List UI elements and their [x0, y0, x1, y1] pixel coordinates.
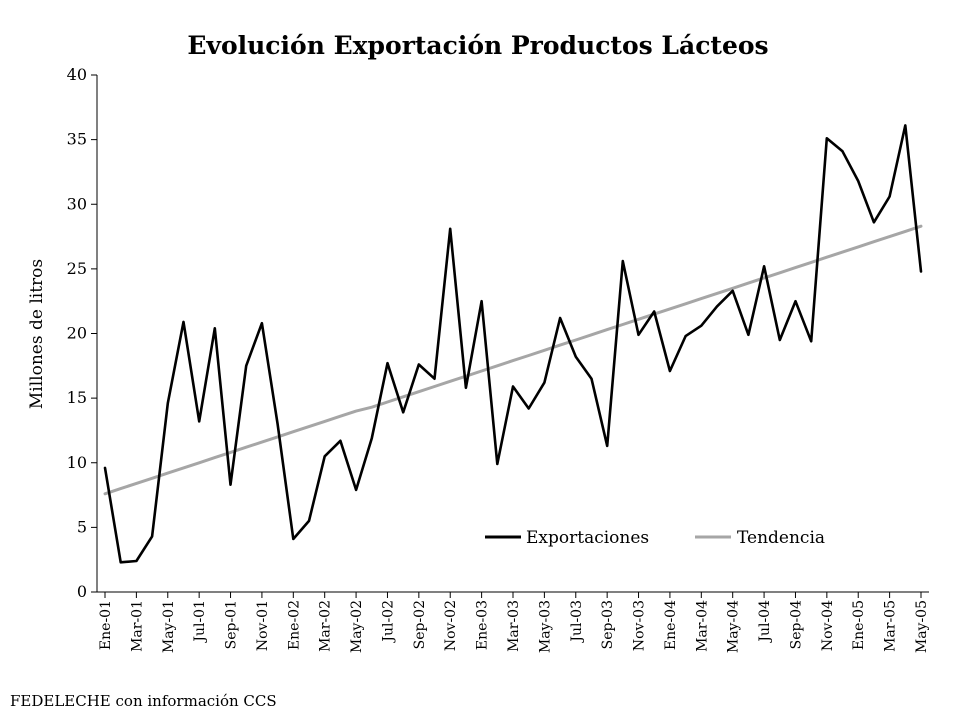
- y-axis-label: Millones de litros: [27, 259, 47, 409]
- x-tick-label: Mar-03: [506, 600, 522, 652]
- x-tick-label: Sep-01: [224, 600, 240, 649]
- x-axis: Ene-01 Mar-01 May-01 Jul-01 Sep-01 Nov-01 Ene-…: [98, 592, 930, 653]
- chart-title: Evolución Exportación Productos Lácteos: [187, 31, 768, 60]
- x-tick-label: Mar-02: [318, 600, 334, 652]
- y-tick-label: 5: [77, 517, 87, 536]
- y-tick-label: 0: [77, 582, 87, 601]
- y-axis: 0 5 10 15 20 25 30 35 40: [67, 65, 97, 601]
- x-tick-label: Jul-02: [380, 600, 396, 644]
- x-tick-label: May-05: [914, 600, 930, 653]
- x-tick-label: Ene-05: [851, 600, 867, 650]
- x-tick-label: Mar-04: [694, 600, 710, 652]
- y-tick-label: 15: [67, 388, 87, 407]
- x-tick-label: Ene-04: [663, 600, 679, 650]
- x-tick-label: Sep-02: [412, 600, 428, 649]
- series-layer: [103, 124, 923, 564]
- y-tick-label: 40: [67, 65, 87, 84]
- x-tick-label: Jul-01: [192, 600, 208, 644]
- x-tick-label: Sep-03: [600, 600, 616, 649]
- y-tick-label: 10: [67, 453, 87, 472]
- y-tick-label: 20: [67, 324, 87, 343]
- y-tick-label: 30: [67, 194, 87, 213]
- x-tick-label: May-04: [726, 600, 742, 653]
- x-tick-label: Mar-05: [883, 600, 899, 652]
- exports-series-line: [103, 124, 923, 564]
- x-tick-label: Jul-04: [757, 600, 773, 644]
- trend-series-line: [103, 224, 923, 496]
- x-tick-label: Mar-01: [129, 600, 145, 652]
- x-tick-label: Nov-03: [632, 600, 648, 651]
- x-tick-label: Nov-01: [255, 600, 271, 651]
- x-tick-label: Nov-02: [443, 600, 459, 651]
- x-tick-label: Sep-04: [788, 600, 804, 649]
- legend: Exportaciones Tendencia: [485, 528, 825, 548]
- x-tick-label: May-02: [349, 600, 365, 653]
- legend-label-exports: Exportaciones: [526, 528, 649, 548]
- x-tick-label: Nov-04: [820, 600, 836, 651]
- source-note: FEDELECHE con información CCS: [10, 692, 277, 710]
- y-tick-label: 25: [67, 259, 87, 278]
- x-tick-label: Ene-02: [286, 600, 302, 650]
- x-tick-label: Ene-01: [98, 600, 114, 650]
- y-tick-label: 35: [67, 130, 87, 149]
- x-tick-label: May-03: [537, 600, 553, 653]
- x-tick-label: Ene-03: [475, 600, 491, 650]
- legend-label-trend: Tendencia: [737, 528, 825, 548]
- x-tick-label: May-01: [161, 600, 177, 653]
- x-tick-label: Jul-03: [569, 600, 585, 644]
